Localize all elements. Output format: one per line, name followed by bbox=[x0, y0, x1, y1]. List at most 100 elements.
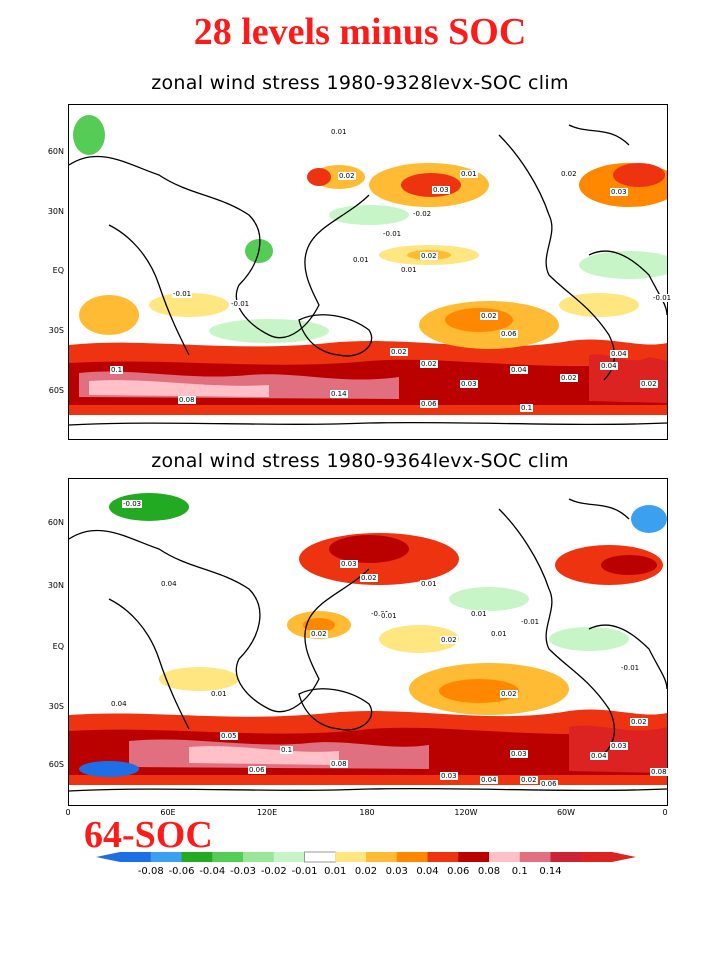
shade-patch bbox=[401, 173, 461, 197]
shade-patch bbox=[329, 205, 409, 225]
contour-label: -0.01 bbox=[172, 290, 193, 298]
contour-label: 0.02 bbox=[338, 172, 356, 180]
colorbar-tick-label: 0.06 bbox=[447, 866, 470, 877]
contour-label: 0.02 bbox=[500, 690, 518, 698]
contour-label: 0.1 bbox=[110, 366, 124, 374]
contour-label: 0.02 bbox=[480, 312, 498, 320]
contour-label: 0.02 bbox=[310, 630, 328, 638]
colorbar-swatch bbox=[427, 852, 459, 862]
shade-patch bbox=[439, 679, 519, 703]
contour-label: 0.06 bbox=[248, 766, 266, 774]
contour-label: 0.14 bbox=[330, 390, 348, 398]
colorbar-tick-label: -0.01 bbox=[291, 866, 318, 877]
colorbar-swatch bbox=[489, 852, 521, 862]
contour-label: 0.04 bbox=[600, 362, 618, 370]
colorbar-swatch bbox=[273, 852, 305, 862]
colorbar-tick-label: 0.04 bbox=[416, 866, 439, 877]
contour-label: 0.01 bbox=[460, 170, 478, 178]
colorbar-swatch bbox=[458, 852, 490, 862]
contour-label: 0.01 bbox=[210, 690, 228, 698]
lon-label-0: 0 bbox=[65, 808, 71, 817]
contour-label: 0.01 bbox=[470, 610, 488, 618]
contour-label: 0.03 bbox=[440, 772, 458, 780]
colorbar-swatch bbox=[335, 852, 367, 862]
lat-label-eq: EQ bbox=[52, 266, 64, 275]
colorbar-swatch bbox=[366, 852, 398, 862]
colorbar-swatch bbox=[396, 852, 428, 862]
shade-patch bbox=[109, 493, 189, 521]
contour-label: -0.03 bbox=[122, 500, 143, 508]
shade-patch bbox=[559, 293, 639, 317]
shade-band bbox=[189, 746, 339, 765]
colorbar-tick-label: 0.1 bbox=[511, 866, 528, 877]
lon-label-60w: 60W bbox=[556, 808, 576, 817]
lon-label-60e: 60E bbox=[160, 808, 176, 817]
colorbar-tick-label: 0.14 bbox=[539, 866, 562, 877]
coastlines bbox=[69, 124, 667, 426]
shade-patch bbox=[601, 555, 657, 575]
contour-label: -0.01 bbox=[652, 294, 673, 302]
lat-label-60s: 60S bbox=[48, 760, 64, 769]
lat-label-60s: 60S bbox=[48, 386, 64, 395]
contour-label: 0.04 bbox=[610, 350, 628, 358]
shade-patch bbox=[303, 618, 335, 632]
lat-label-60n: 60N bbox=[47, 518, 64, 527]
colorbar-arrow-left bbox=[96, 852, 120, 862]
contour-label: -0.01 bbox=[382, 230, 403, 238]
contour-label: 0.1 bbox=[520, 404, 534, 412]
shade-patch bbox=[159, 667, 239, 691]
contour-label: 0.02 bbox=[360, 574, 378, 582]
colorbar-tick-label: -0.02 bbox=[260, 866, 287, 877]
contour-label: 0.02 bbox=[640, 380, 658, 388]
colorbar-swatch bbox=[150, 852, 182, 862]
colorbar-swatch bbox=[550, 852, 582, 862]
lon-label-120e: 120E bbox=[256, 808, 278, 817]
shade-patch bbox=[379, 625, 459, 653]
lon-label-0-end: 0 bbox=[662, 808, 668, 817]
contour-label: -0.01 bbox=[520, 618, 541, 626]
contour-label: -0.01 bbox=[620, 664, 641, 672]
contour-label: 0.08 bbox=[330, 760, 348, 768]
lat-label-60n: 60N bbox=[47, 147, 64, 156]
contour-label: 0.02 bbox=[630, 718, 648, 726]
colorbar-swatch bbox=[120, 852, 152, 862]
map-28-levels bbox=[68, 104, 668, 440]
contour-label: 0.04 bbox=[160, 580, 178, 588]
shade-patch bbox=[73, 115, 105, 155]
shade-patch bbox=[307, 168, 331, 186]
panel-title: zonal wind stress 1980-9328levx-SOC clim bbox=[151, 72, 569, 94]
lat-label-30n: 30N bbox=[47, 207, 64, 216]
contour-label: 0.08 bbox=[650, 768, 668, 776]
contour-label: -0.02 bbox=[412, 210, 433, 218]
panel-title: zonal wind stress 1980-9364levx-SOC clim bbox=[151, 450, 569, 472]
colorbar-swatch bbox=[519, 852, 551, 862]
colorbar-swatch bbox=[581, 852, 613, 862]
lat-label-eq: EQ bbox=[52, 642, 64, 651]
contour-label: 0.03 bbox=[510, 750, 528, 758]
shade-patch bbox=[209, 319, 329, 343]
shade-patch bbox=[79, 295, 139, 335]
contour-label: 0.01 bbox=[400, 266, 418, 274]
contour-label: -0.01 bbox=[230, 300, 251, 308]
colorbar-swatch bbox=[243, 852, 275, 862]
lat-label-30s: 30S bbox=[48, 702, 64, 711]
contour-label: 0.03 bbox=[432, 186, 450, 194]
contour-label: 0.03 bbox=[610, 742, 628, 750]
shade-patch bbox=[631, 505, 667, 533]
contour-label: 0.1 bbox=[280, 746, 294, 754]
contour-label: 0.08 bbox=[178, 396, 196, 404]
contour-label: 0.04 bbox=[480, 776, 498, 784]
contour-label: 0.02 bbox=[560, 374, 578, 382]
contour-label: 0.04 bbox=[110, 700, 128, 708]
colorbar-tick-label: -0.03 bbox=[230, 866, 256, 877]
contour-label: 0.05 bbox=[220, 732, 238, 740]
contour-label: 0.03 bbox=[340, 560, 358, 568]
contour-label: 0.03 bbox=[610, 188, 628, 196]
shade-band bbox=[89, 380, 269, 397]
lon-label-120w: 120W bbox=[454, 808, 478, 817]
run-label: 64-SOC bbox=[84, 814, 213, 856]
shade-patch bbox=[549, 627, 629, 651]
colorbar-swatch bbox=[181, 852, 213, 862]
slide-title: 28 levels minus SOC bbox=[193, 11, 527, 53]
lon-label-180: 180 bbox=[359, 808, 375, 817]
